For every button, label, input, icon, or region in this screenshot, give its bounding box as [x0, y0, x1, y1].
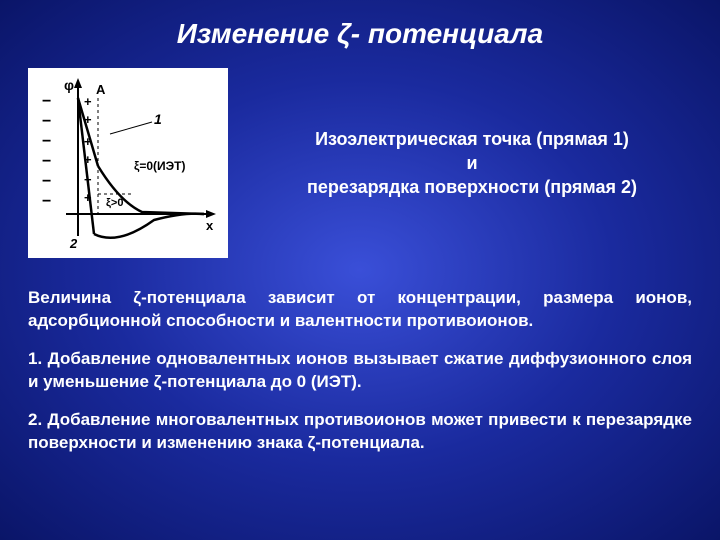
minus-sign: −: [42, 193, 51, 210]
paragraph-3: 2. Добавление многовалентных противоионо…: [28, 408, 692, 455]
slide-title: Изменение ζ- потенциала: [28, 18, 692, 50]
top-row: φ x − − − − − − + + + + + + A: [28, 68, 692, 258]
minus-sign: −: [42, 113, 51, 130]
label-1: 1: [154, 111, 162, 127]
paragraph-2: 1. Добавление одновалентных ионов вызыва…: [28, 347, 692, 394]
diagram-container: φ x − − − − − − + + + + + + A: [28, 68, 228, 258]
paragraph-1: Величина ζ-потенциала зависит от концент…: [28, 286, 692, 333]
axis-phi-label: φ: [64, 77, 74, 93]
minus-sign: −: [42, 173, 51, 190]
axis-x-label: x: [206, 218, 214, 233]
body-text: Величина ζ-потенциала зависит от концент…: [28, 286, 692, 455]
diagram-caption: Изоэлектрическая точка (прямая 1) и пере…: [252, 127, 692, 200]
label-2: 2: [69, 236, 78, 251]
plus-sign: +: [84, 94, 92, 109]
caption-line-1: Изоэлектрическая точка (прямая 1): [252, 127, 692, 151]
minus-sign: −: [42, 153, 51, 170]
label-iet: ξ=0(ИЭТ): [134, 159, 186, 173]
label-a: A: [96, 82, 106, 97]
minus-sign: −: [42, 133, 51, 150]
zeta-diagram: φ x − − − − − − + + + + + + A: [34, 74, 222, 252]
caption-line-3: перезарядка поверхности (прямая 2): [252, 175, 692, 199]
minus-sign: −: [42, 93, 51, 110]
label-xi: ξ>0: [106, 197, 123, 209]
caption-line-2: и: [252, 151, 692, 175]
